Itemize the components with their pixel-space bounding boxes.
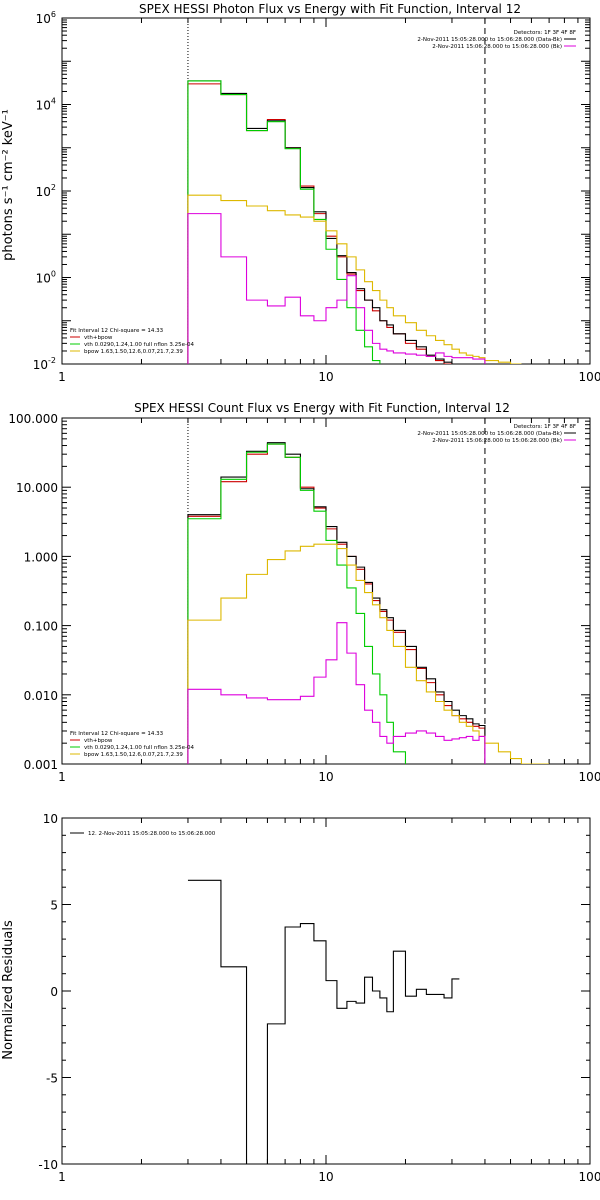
photon-flux-legend-top-1: 2-Nov-2011 15:05:28.000 to 15:06:28.000 … (417, 37, 562, 43)
count-flux-legend-total: vth+bpow (84, 738, 113, 744)
photon-flux-legend-fit: Fit Interval 12 Chi-square = 14.33 (70, 328, 164, 334)
count-flux-x-tick-label: 10 (318, 770, 333, 784)
photon-flux-y-tick-label: 106 (36, 10, 56, 26)
count-flux-series-total (187, 443, 486, 764)
photon-flux-legend-vth: vth 0.0290,1.24,1.00 full nflon 3.25e-04 (84, 342, 195, 348)
residuals-y-tick-label: 0 (50, 985, 58, 999)
photon-flux-legend-total: vth+bpow (84, 335, 113, 341)
residuals-plot (61, 817, 591, 1165)
count-flux-y-tick-label: 100.000 (8, 412, 58, 426)
photon-flux-series-bk (187, 213, 486, 364)
residuals-y-tick-label: 10 (43, 812, 58, 826)
photon-flux-title: SPEX HESSI Photon Flux vs Energy with Fi… (139, 2, 521, 16)
count-flux-legend-bottom: Fit Interval 12 Chi-square = 14.33 vth+b… (70, 731, 195, 758)
residuals-legend-text: 12. 2-Nov-2011 15:05:28.000 to 15:06:28.… (88, 831, 216, 837)
count-flux-legend-vth: vth 0.0290,1.24,1.00 full nflon 3.25e-04 (84, 745, 195, 751)
photon-flux-series-bpow (187, 194, 522, 364)
count-flux-series-bpow (187, 543, 550, 764)
photon-flux-legend-top-0: Detectors: 1F 3F 4F 8F (514, 30, 576, 36)
residuals-series-residuals (187, 879, 460, 1164)
count-flux-y-tick-label: 1.000 (24, 550, 58, 564)
count-flux-legend-top-0: Detectors: 1F 3F 4F 8F (514, 424, 576, 430)
count-flux-title: SPEX HESSI Count Flux vs Energy with Fit… (134, 401, 510, 415)
count-flux-y-tick-label: 0.001 (24, 758, 58, 772)
count-flux-legend-bpow: bpow 1.63,1.50,12.6,0.07,21.7,2.39 (84, 752, 183, 758)
photon-flux-x-tick-label: 10 (318, 370, 333, 384)
residuals-x-tick-label: 10 (318, 1170, 333, 1184)
photon-flux-legend-top-2: 2-Nov-2011 15:06:28.000 to 15:06:28.000 … (432, 44, 562, 50)
residuals-x-tick-label: 100 (579, 1170, 600, 1184)
count-flux-legend-top-1: 2-Nov-2011 15:05:28.000 to 15:06:28.000 … (417, 431, 562, 437)
photon-flux-tick-labels: 1 10 100 10-2 100 102 104 106 (33, 10, 600, 384)
residuals-y-ticks (62, 817, 590, 1165)
photon-flux-legend-bottom: Fit Interval 12 Chi-square = 14.33 vth+b… (70, 328, 195, 355)
residuals-frame (61, 817, 591, 1165)
photon-flux-series-data (187, 80, 486, 364)
count-flux-series-bk (187, 622, 486, 764)
photon-flux-series-total (187, 83, 486, 364)
residuals-x-tick-label: 1 (58, 1170, 66, 1184)
residuals-y-tick-label: 5 (50, 899, 58, 913)
count-flux-x-tick-label: 1 (58, 770, 66, 784)
photon-flux-plot (61, 17, 591, 365)
residuals-legend: 12. 2-Nov-2011 15:05:28.000 to 15:06:28.… (70, 831, 216, 837)
photon-flux-y-ticks (62, 19, 590, 365)
photon-flux-legend-bpow: bpow 1.63,1.50,12.6,0.07,21.7,2.39 (84, 349, 183, 355)
count-flux-frame (61, 417, 591, 765)
residuals-y-tick-label: -5 (46, 1072, 58, 1086)
count-flux-plot (61, 417, 591, 765)
count-flux-legend-top: Detectors: 1F 3F 4F 8F 2-Nov-2011 15:05:… (417, 424, 576, 444)
count-flux-x-tick-label: 100 (579, 770, 600, 784)
residuals-tick-labels: 1 10 100 -10 -5 0 5 10 (38, 812, 600, 1184)
count-flux-y-ticks (62, 420, 590, 765)
count-flux-y-tick-label: 10.000 (16, 481, 58, 495)
count-flux-y-tick-label: 0.010 (24, 689, 58, 703)
photon-flux-x-tick-label: 1 (58, 370, 66, 384)
photon-flux-y-tick-label: 104 (36, 97, 56, 113)
count-flux-tick-labels: 1 10 100 0.001 0.010 0.100 1.000 10.000 100.000 (8, 412, 600, 784)
count-flux-series-vth (187, 443, 407, 764)
residuals-ylabel: Normalized Residuals (1, 920, 16, 1060)
count-flux-legend-top-2: 2-Nov-2011 15:06:28.000 to 15:06:28.000 … (432, 438, 562, 444)
photon-flux-ylabel: photons s⁻¹ cm⁻² keV⁻¹ (1, 109, 16, 261)
photon-flux-legend-top: Detectors: 1F 3F 4F 8F 2-Nov-2011 15:05:… (417, 30, 576, 50)
residuals-y-tick-label: -10 (38, 1158, 58, 1172)
residuals-x-ticks (61, 818, 591, 1164)
photon-flux-y-tick-label: 100 (36, 270, 56, 286)
photon-flux-y-tick-label: 102 (36, 183, 56, 199)
photon-flux-x-tick-label: 100 (579, 370, 600, 384)
count-flux-x-ticks (61, 418, 591, 764)
residuals-panel: Normalized Residuals 1 10 100 -10 -5 0 5 10 12.… (1, 812, 600, 1184)
photon-flux-panel: SPEX HESSI Photon Flux vs Energy with Fi… (1, 2, 600, 384)
count-flux-y-tick-label: 0.100 (24, 620, 58, 634)
count-flux-legend-fit: Fit Interval 12 Chi-square = 14.33 (70, 731, 164, 737)
photon-flux-y-tick-label: 10-2 (33, 356, 56, 372)
count-flux-series-data (187, 442, 486, 764)
photon-flux-series-vth (187, 80, 381, 364)
count-flux-panel: SPEX HESSI Count Flux vs Energy with Fit… (8, 401, 600, 784)
